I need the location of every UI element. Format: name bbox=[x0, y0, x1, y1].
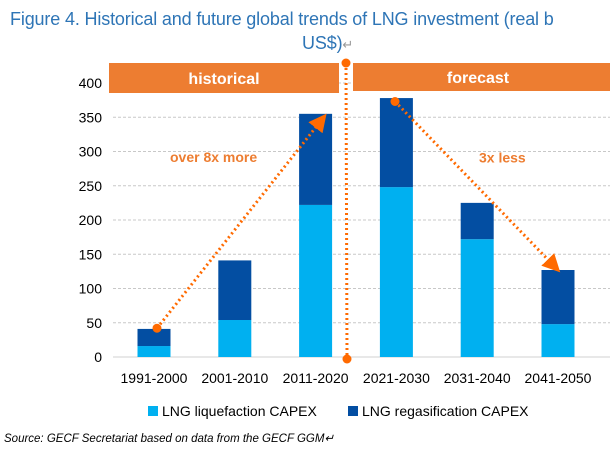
return-mark: ↵ bbox=[342, 37, 354, 52]
y-tick-label: 200 bbox=[79, 212, 103, 228]
x-tick-label: 2041-2050 bbox=[525, 370, 592, 386]
bar-liquefaction bbox=[541, 324, 575, 357]
legend-label-liquefaction: LNG liquefaction CAPEX bbox=[162, 403, 318, 419]
x-tick-label: 2011-2020 bbox=[283, 370, 349, 386]
divider-dotted-line bbox=[344, 62, 349, 359]
title-line-2: US$)↵ bbox=[302, 32, 353, 56]
banner-historical-label: historical bbox=[188, 71, 259, 88]
x-tick-label: 2021-2030 bbox=[363, 370, 430, 386]
banner-forecast bbox=[353, 63, 610, 91]
legend-swatch-regasification bbox=[348, 406, 358, 416]
legend-label-regasification: LNG regasification CAPEX bbox=[362, 403, 529, 419]
y-tick-label: 400 bbox=[79, 75, 103, 91]
banner-historical bbox=[109, 63, 339, 93]
bar-liquefaction bbox=[299, 204, 333, 357]
y-tick-label: 300 bbox=[79, 144, 103, 160]
legend-swatch-liquefaction bbox=[148, 406, 158, 416]
bar-regasification bbox=[460, 202, 494, 240]
y-tick-label: 100 bbox=[79, 281, 103, 297]
y-tick-label: 0 bbox=[94, 349, 102, 365]
bar-liquefaction bbox=[137, 346, 171, 357]
x-tick-label: 1991-2000 bbox=[121, 370, 188, 386]
divider-dot-top bbox=[341, 58, 351, 68]
title-line-1: Figure 4. Historical and future global t… bbox=[10, 9, 554, 29]
bar-regasification bbox=[379, 98, 413, 188]
x-tick-label: 2001-2010 bbox=[201, 370, 268, 386]
bar-liquefaction bbox=[218, 320, 252, 357]
chart-title: Figure 4. Historical and future global t… bbox=[0, 8, 610, 60]
title-line-2-text: US$) bbox=[302, 33, 343, 53]
annotation-growth: over 8x more bbox=[170, 149, 257, 165]
y-tick-label: 50 bbox=[86, 315, 102, 331]
bar-regasification bbox=[541, 270, 575, 325]
bar-liquefaction bbox=[379, 187, 413, 357]
annotation-decline: 3x less bbox=[479, 149, 526, 165]
bar-regasification bbox=[218, 260, 252, 321]
banner-forecast-label: forecast bbox=[447, 70, 510, 87]
trend-arrow-start-dot bbox=[390, 96, 400, 106]
x-tick-label: 2031-2040 bbox=[444, 370, 511, 386]
bar-liquefaction bbox=[460, 239, 494, 357]
y-tick-label: 150 bbox=[79, 246, 103, 262]
y-tick-label: 250 bbox=[79, 178, 103, 194]
trend-arrow-down bbox=[393, 100, 561, 273]
y-tick-label: 350 bbox=[79, 109, 103, 125]
divider-dot-bottom bbox=[342, 354, 352, 364]
bar-regasification bbox=[137, 328, 171, 347]
source-note: Source: GECF Secretariat based on data f… bbox=[4, 433, 335, 445]
trend-arrow-up bbox=[155, 113, 327, 330]
trend-arrow-start-dot bbox=[152, 323, 162, 333]
